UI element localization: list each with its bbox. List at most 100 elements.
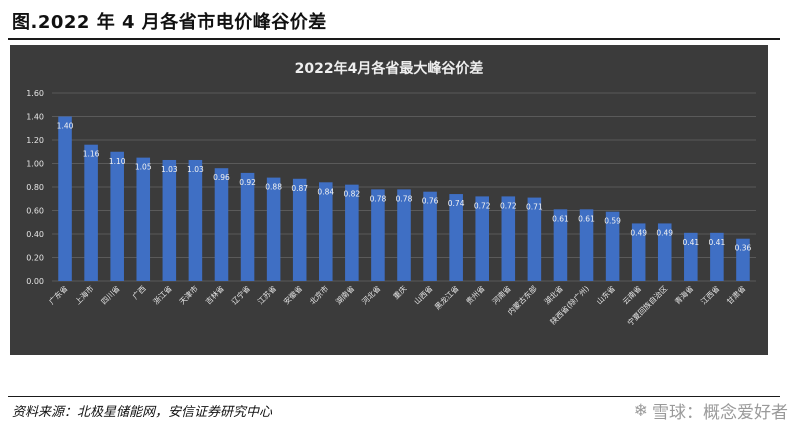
x-tick-label: 江西省 [698,283,721,306]
bar [605,211,620,281]
x-tick-label: 贵州省 [464,283,487,306]
watermark: ❄ 雪球：概念爱好者 [633,398,788,424]
bars [58,116,750,281]
data-label: 0.61 [578,214,595,223]
chart-panel: 2022年4月各省最大峰谷价差 0.00 0.20 0.40 0.60 0.80 1.00… [10,45,768,355]
x-tick-label: 广西 [130,283,148,301]
x-tick-label: 黑龙江省 [432,283,461,312]
x-tick-label: 北京市 [307,283,330,306]
bar-chart: 2022年4月各省最大峰谷价差 0.00 0.20 0.40 0.60 0.80 1.00… [26,60,756,328]
y-tick-label: 1.00 [26,160,44,169]
snowball-logo-icon: ❄ [633,400,648,421]
x-tick-label: 浙江省 [151,283,174,306]
y-tick-label: 0.20 [26,254,44,263]
y-tick-label: 1.60 [26,89,44,98]
chart-title: 2022年4月各省最大峰谷价差 [295,60,484,77]
bar [84,144,98,281]
bar [553,209,568,281]
x-tick-label: 甘肃省 [724,283,747,306]
bar [684,232,698,281]
x-tick-label: 安徽省 [281,283,304,306]
bar [240,172,255,281]
x-tick-label: 山西省 [412,283,435,306]
bar [631,223,646,281]
bar [345,184,359,281]
data-label: 0.72 [500,201,517,210]
bar [266,177,281,281]
data-label: 0.96 [213,173,230,182]
source-note: 资料来源：北极星储能网，安信证券研究中心 [12,405,273,420]
page-title: 图.2022 年 4 月各省市电价峰谷价差 [12,12,327,33]
x-tick-label: 上海市 [73,283,96,306]
y-axis-ticks: 0.00 0.20 0.40 0.60 0.80 1.00 1.20 1.40 1.60 [26,89,44,286]
y-tick-label: 0.40 [26,230,44,239]
bar [397,189,411,281]
bar [475,196,490,281]
y-tick-label: 0.00 [26,277,44,286]
title-divider [8,38,780,40]
x-tick-label: 广东省 [46,283,69,306]
watermark-text: 雪球：概念爱好者 [652,403,788,423]
x-tick-label: 四川省 [99,283,122,306]
bar [527,197,542,281]
data-label: 1.03 [161,165,178,174]
bar [318,182,333,281]
x-tick-label: 河南省 [490,283,513,306]
bar [162,159,177,281]
data-label: 0.88 [265,183,282,192]
x-tick-label: 湖南省 [333,283,356,306]
source-divider [8,396,780,397]
data-label: 0.76 [422,197,439,206]
data-label: 0.71 [526,203,543,212]
data-label: 0.82 [344,190,361,199]
data-label: 0.59 [604,217,621,226]
data-labels: 1.40 1.16 1.10 1.05 1.03 1.03 0.96 0.92 0.88 0.87… [57,122,752,253]
bar [214,168,229,281]
y-tick-label: 1.40 [26,113,44,122]
bar [736,238,750,281]
data-label: 1.03 [187,165,204,174]
data-label: 0.36 [735,244,752,253]
bar [110,151,124,281]
data-label: 0.49 [630,228,647,237]
x-tick-label: 天津市 [177,283,200,306]
bar [136,157,151,281]
x-tick-label: 青海省 [672,283,695,306]
data-label: 0.41 [682,238,699,247]
x-axis-labels: 广东省 上海市 四川省 广西 浙江省 天津市 吉林省 辽宁省 江苏省 安徽省 北京市 湖南省 河北省 重庆… [46,283,747,328]
data-label: 0.87 [291,184,308,193]
bar [423,191,437,281]
x-tick-label: 云南省 [620,283,643,306]
data-label: 0.49 [656,228,673,237]
data-label: 0.92 [239,178,256,187]
data-label: 0.78 [370,194,387,203]
data-label: 0.61 [552,214,569,223]
x-tick-label: 辽宁省 [229,283,252,306]
data-label: 1.05 [135,163,152,172]
bar [188,159,203,281]
x-tick-label: 吉林省 [203,283,226,306]
bar [58,116,72,281]
data-label: 1.16 [83,150,100,159]
bar [657,223,672,281]
x-tick-label: 河北省 [359,283,382,306]
x-tick-label: 湖北省 [542,283,565,306]
y-tick-label: 0.80 [26,183,44,192]
data-label: 0.74 [448,199,465,208]
data-label: 0.84 [317,187,334,196]
data-label: 0.72 [474,201,491,210]
bar [449,194,463,281]
x-tick-label: 山东省 [594,283,617,306]
data-label: 1.10 [109,157,126,166]
bar [292,178,307,281]
bar [371,189,385,281]
data-label: 0.78 [396,194,413,203]
data-label: 1.40 [57,122,74,131]
data-label: 0.41 [709,238,726,247]
bar [579,209,594,281]
x-tick-label: 重庆 [391,283,409,301]
y-tick-label: 0.60 [26,207,44,216]
bar [501,196,516,281]
y-tick-label: 1.20 [26,136,44,145]
x-tick-label: 江苏省 [255,283,278,306]
